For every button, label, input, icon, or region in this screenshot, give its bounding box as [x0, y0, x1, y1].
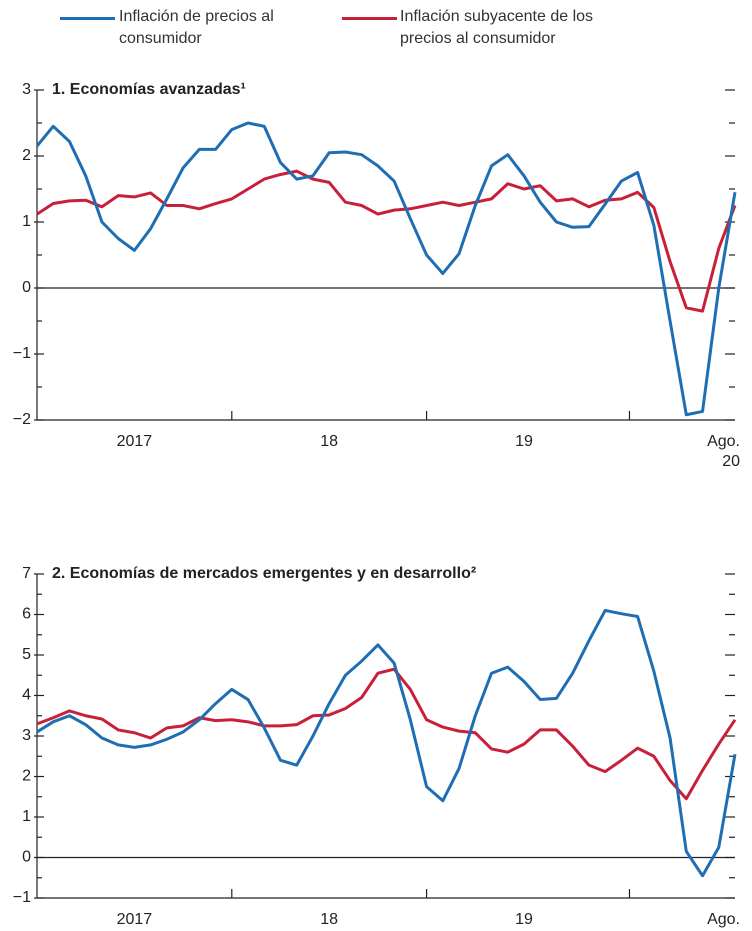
- x-tick-label: Ago.20: [707, 433, 740, 470]
- y-tick-label: −1: [13, 889, 31, 906]
- legend-swatch: [342, 17, 397, 20]
- y-tick-label: 3: [22, 727, 31, 744]
- y-tick-label: 4: [22, 687, 31, 704]
- series-line: [35, 121, 737, 417]
- series-line: [36, 608, 737, 878]
- y-tick-label: 1: [22, 808, 31, 825]
- legend-label: Inflación de precios al consumidor: [119, 8, 274, 47]
- panel-title: 2. Economías de mercados emergentes y en…: [52, 565, 476, 582]
- legend-swatch: [60, 17, 115, 20]
- y-tick-label: 2: [22, 768, 31, 785]
- x-tick-label: 19: [515, 911, 533, 928]
- x-tick-label: 2017: [117, 433, 153, 450]
- x-tick-label: 19: [515, 433, 533, 450]
- y-tick-label: 1: [22, 213, 31, 230]
- x-tick-label: 2017: [117, 911, 153, 928]
- series-line: [36, 169, 737, 313]
- y-tick-label: 5: [22, 646, 31, 663]
- x-tick-label: 18: [320, 433, 338, 450]
- panel-title: 1. Economías avanzadas¹: [52, 81, 246, 98]
- y-tick-label: 0: [22, 849, 31, 866]
- series-line: [36, 667, 737, 801]
- y-tick-label: 3: [22, 81, 31, 98]
- y-tick-label: 6: [22, 606, 31, 623]
- x-tick-label: 18: [320, 911, 338, 928]
- y-tick-label: 7: [22, 565, 31, 582]
- y-tick-label: 0: [22, 279, 31, 296]
- y-tick-label: 2: [22, 147, 31, 164]
- y-tick-label: −2: [13, 411, 31, 428]
- y-tick-label: −1: [13, 345, 31, 362]
- legend-label: Inflación subyacente de los precios al c…: [400, 8, 594, 47]
- x-tick-label: Ago.20: [707, 911, 740, 931]
